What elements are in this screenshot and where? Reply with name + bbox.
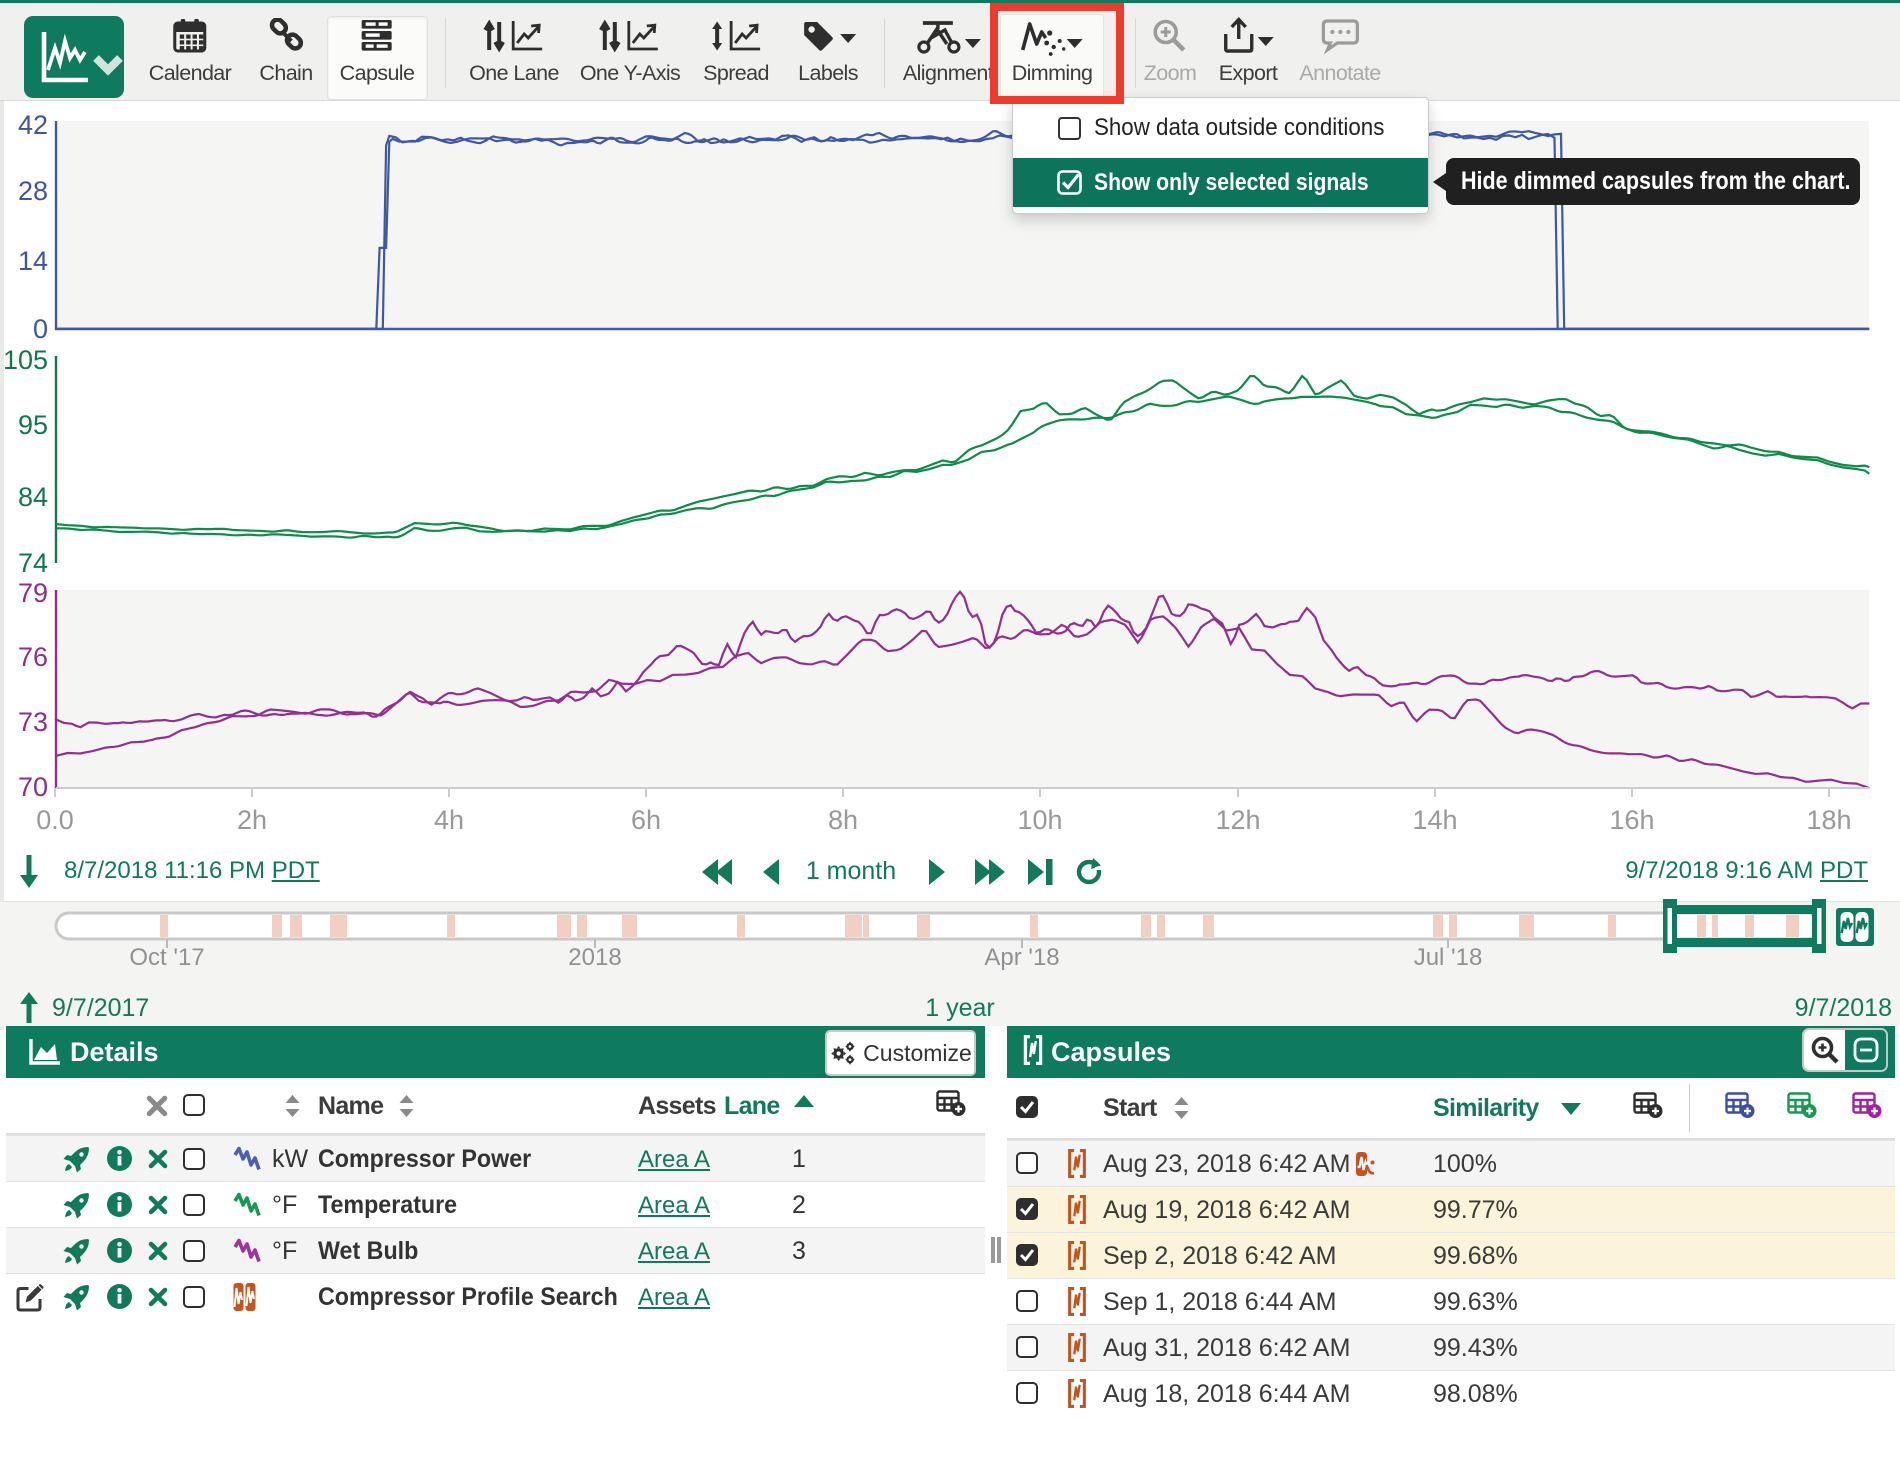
svg-text:8h: 8h [828, 805, 858, 835]
svg-text:79: 79 [18, 578, 48, 608]
svg-text:Oct '17: Oct '17 [129, 944, 204, 970]
svg-text:42: 42 [18, 110, 48, 140]
svg-text:6h: 6h [631, 805, 661, 835]
svg-text:84: 84 [18, 482, 48, 512]
svg-text:2h: 2h [237, 805, 267, 835]
svg-text:14: 14 [18, 246, 48, 276]
svg-text:16h: 16h [1609, 805, 1654, 835]
svg-text:95: 95 [18, 410, 48, 440]
svg-text:10h: 10h [1017, 805, 1062, 835]
svg-text:70: 70 [18, 772, 48, 802]
svg-text:73: 73 [18, 707, 48, 737]
svg-text:0: 0 [33, 314, 48, 344]
svg-text:105: 105 [3, 345, 48, 375]
svg-text:4h: 4h [434, 805, 464, 835]
svg-text:14h: 14h [1412, 805, 1457, 835]
svg-text:74: 74 [18, 548, 48, 578]
svg-text:0.0: 0.0 [36, 805, 74, 835]
svg-text:12h: 12h [1215, 805, 1260, 835]
svg-text:18h: 18h [1806, 805, 1851, 835]
svg-text:28: 28 [18, 176, 48, 206]
svg-text:Apr '18: Apr '18 [984, 944, 1059, 970]
svg-text:76: 76 [18, 642, 48, 672]
svg-text:2018: 2018 [568, 944, 621, 970]
svg-text:Jul '18: Jul '18 [1414, 944, 1483, 970]
